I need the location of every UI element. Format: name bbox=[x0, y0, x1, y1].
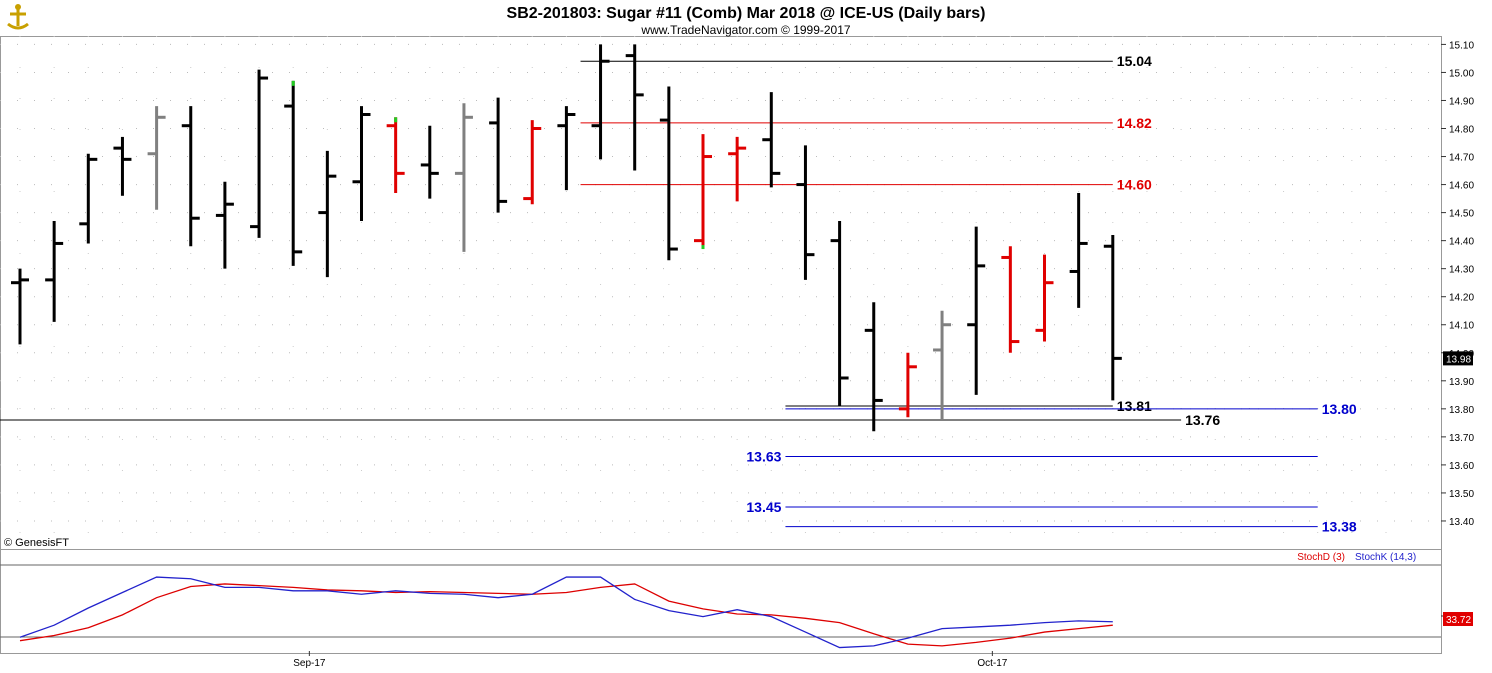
x-tick-label: Sep-17 bbox=[293, 658, 326, 669]
level-label: 13.38 bbox=[1322, 519, 1357, 535]
x-tick-label: Oct-17 bbox=[977, 658, 1007, 669]
legend-stochk: StochK (14,3) bbox=[1355, 552, 1416, 563]
level-label: 13.76 bbox=[1185, 412, 1220, 428]
price-tick-label: 15.00 bbox=[1449, 68, 1474, 79]
price-axis: 15.10 15.00 14.90 14.80 14.70 14.60 14.50 14.40… bbox=[1441, 40, 1474, 528]
level-label: 14.60 bbox=[1117, 177, 1152, 193]
price-tick-label: 14.40 bbox=[1449, 237, 1474, 248]
level-label: 13.80 bbox=[1322, 401, 1357, 417]
legend-stochd: StochD (3) bbox=[1297, 552, 1345, 563]
price-levels: 15.04 14.82 14.60 13.81 13.76 13.80 13.63 13.45… bbox=[0, 53, 1357, 535]
price-tick-label: 13.80 bbox=[1449, 405, 1474, 416]
stoch-series-line bbox=[19, 583, 1113, 647]
level-label: 13.45 bbox=[746, 499, 781, 515]
chart-title: SB2-201803: Sugar #11 (Comb) Mar 2018 @ … bbox=[507, 5, 986, 22]
price-tick-label: 14.60 bbox=[1449, 181, 1474, 192]
price-tick-label: 13.40 bbox=[1449, 517, 1474, 528]
stoch-legend: StochD (3) StochK (14,3) 33.72 bbox=[1297, 552, 1473, 626]
price-tick-label: 15.10 bbox=[1449, 40, 1474, 51]
x-axis: Sep-17 Oct-17 bbox=[293, 651, 1008, 669]
price-tick-label: 14.30 bbox=[1449, 265, 1474, 276]
price-tick-label: 13.50 bbox=[1449, 489, 1474, 500]
level-label: 15.04 bbox=[1117, 53, 1152, 69]
price-tick-label: 14.90 bbox=[1449, 96, 1474, 107]
price-tick-label: 14.50 bbox=[1449, 209, 1474, 220]
stoch-lines bbox=[19, 576, 1113, 649]
stoch-series-line bbox=[19, 576, 1113, 649]
level-label: 13.81 bbox=[1117, 398, 1152, 414]
stoch-grid: 50 bbox=[0, 564, 1461, 638]
price-tick-label: 13.60 bbox=[1449, 461, 1474, 472]
logo-icon bbox=[3, 3, 33, 31]
price-grid bbox=[0, 36, 1441, 549]
level-label: 13.63 bbox=[746, 448, 781, 464]
price-tick-label: 13.70 bbox=[1449, 433, 1474, 444]
price-tick-label: 14.80 bbox=[1449, 125, 1474, 136]
price-bars bbox=[11, 44, 1122, 432]
price-tick-label: 14.70 bbox=[1449, 153, 1474, 164]
price-tick-label: 14.10 bbox=[1449, 321, 1474, 332]
price-tick-label: 14.20 bbox=[1449, 293, 1474, 304]
stoch-last-box bbox=[1443, 612, 1473, 626]
last-price-label: 13.98 bbox=[1446, 354, 1471, 365]
stoch-last-label: 33.72 bbox=[1446, 615, 1471, 626]
price-tick-label: 13.90 bbox=[1449, 377, 1474, 388]
last-price-box bbox=[1443, 351, 1473, 366]
watermark-text: © GenesisFT bbox=[4, 537, 69, 549]
chart-subtitle: www.TradeNavigator.com © 1999-2017 bbox=[640, 23, 850, 37]
price-panel-frame bbox=[0, 36, 1442, 550]
level-label: 14.82 bbox=[1117, 115, 1152, 131]
